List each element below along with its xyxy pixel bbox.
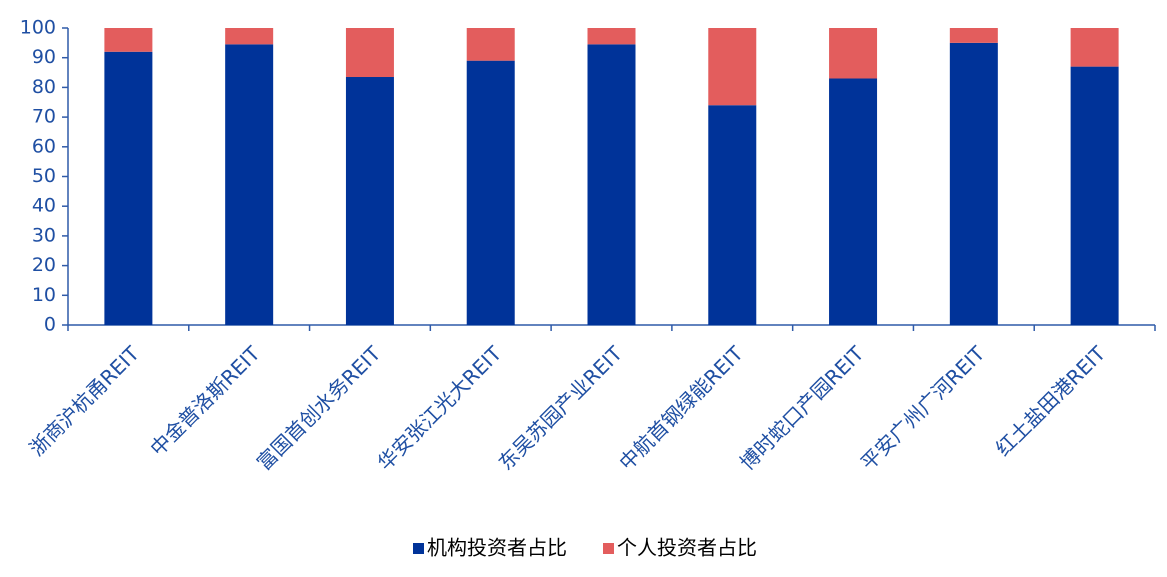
bar-segment (345, 28, 394, 78)
x-tick-label: 华安张江光大REIT (373, 341, 507, 475)
bar-segment (225, 44, 274, 326)
x-tick-label: 浙商沪杭甬REIT (25, 341, 145, 461)
x-tick-label: 中金普洛斯REIT (145, 341, 265, 461)
y-tick-label: 50 (32, 165, 56, 187)
x-tick-label: 博时蛇口产园REIT (735, 341, 869, 475)
y-tick-label: 0 (44, 314, 56, 336)
y-tick-label: 30 (32, 224, 56, 246)
y-tick-label: 20 (32, 254, 56, 276)
bar-segment (829, 28, 878, 79)
y-tick-label: 10 (32, 284, 56, 306)
bar-segment (104, 51, 153, 325)
legend-label: 个人投资者占比 (617, 536, 757, 560)
bar-segment (1070, 28, 1119, 67)
legend-label: 机构投资者占比 (427, 536, 567, 560)
bar-segment (345, 77, 394, 325)
x-tick-label: 平安广州广河REIT (856, 341, 990, 475)
bar-segment (466, 60, 515, 326)
legend-marker (603, 543, 614, 554)
legend-marker (413, 543, 424, 554)
bar-segment (949, 28, 998, 43)
x-tick-label: 东吴苏园产业REIT (494, 341, 628, 475)
y-tick-label: 100 (20, 17, 56, 39)
y-tick-label: 70 (32, 106, 56, 128)
bar-segment (708, 28, 757, 106)
x-tick-label: 红土盐田港REIT (991, 341, 1111, 461)
y-tick-label: 40 (32, 195, 56, 217)
bar-segment (949, 42, 998, 325)
y-tick-label: 80 (32, 76, 56, 98)
bar-segment (466, 28, 515, 61)
bar-segment (1070, 66, 1119, 326)
bar-segment (829, 78, 878, 326)
bar-segment (225, 28, 274, 45)
y-tick-label: 60 (32, 135, 56, 157)
x-tick-label: 富国首创水务REIT (252, 341, 386, 475)
bar-segment (708, 105, 757, 325)
bar-segment (104, 28, 153, 52)
x-tick-label: 中航首钢绿能REIT (614, 341, 748, 475)
y-tick-label: 90 (32, 46, 56, 68)
bar-segment (587, 44, 636, 326)
bar-segment (587, 28, 636, 45)
